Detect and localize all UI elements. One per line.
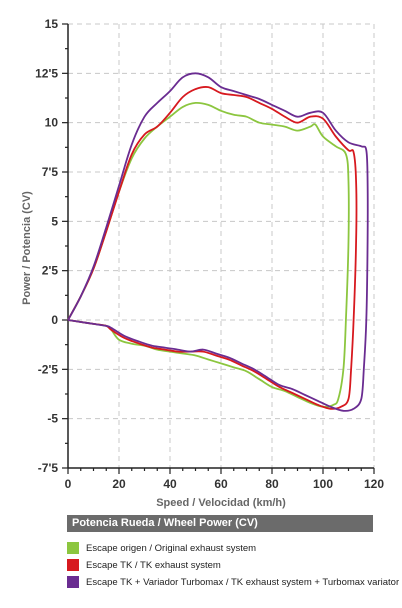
- tick-labels: -7'5 -5 -2'5 0 2'5 5 7'5 10 12'5 15 0 20 40 60 80 100 12…: [35, 17, 384, 491]
- y-tick-label: 0: [51, 313, 58, 327]
- x-axis-title: Speed / Velocidad (km/h): [156, 497, 286, 509]
- legend-label-original: Escape origen / Original exhaust system: [86, 542, 257, 554]
- series-lines: [67, 72, 369, 412]
- y-tick-label: 2'5: [42, 264, 59, 278]
- y-tick-label: 10: [45, 116, 59, 130]
- legend-swatch-red: [67, 559, 79, 571]
- grid-lines: [68, 23, 375, 469]
- y-tick-label: 15: [45, 17, 59, 31]
- legend-item-tk-turbomax: Escape TK + Variador Turbomax / TK exhau…: [67, 575, 399, 589]
- axes: [62, 23, 375, 474]
- x-tick-label: 40: [163, 477, 177, 491]
- x-tick-label: 0: [65, 477, 72, 491]
- y-tick-label: 12'5: [35, 66, 58, 80]
- y-axis-title: Power / Potencia (CV): [21, 191, 33, 305]
- y-tick-label: -7'5: [38, 461, 59, 475]
- series-tk: [67, 86, 358, 410]
- x-tick-label: 20: [112, 477, 126, 491]
- legend-label-tk-turbomax: Escape TK + Variador Turbomax / TK exhau…: [86, 576, 400, 588]
- y-tick-label: -5: [47, 412, 58, 426]
- x-tick-label: 80: [265, 477, 279, 491]
- legend-swatch-green: [67, 542, 79, 554]
- x-tick-label: 120: [364, 477, 384, 491]
- power-speed-chart: -7'5 -5 -2'5 0 2'5 5 7'5 10 12'5 15 0 20 40 60 80 100 12…: [21, 17, 384, 509]
- series-original: [67, 101, 350, 408]
- x-tick-label: 100: [313, 477, 333, 491]
- x-tick-label: 60: [214, 477, 228, 491]
- series-tk-turbomax: [67, 72, 369, 412]
- legend-item-tk: Escape TK / TK exhaust system: [67, 558, 221, 572]
- y-tick-label: 5: [51, 214, 58, 228]
- legend-header: Potencia Rueda / Wheel Power (CV): [67, 515, 373, 532]
- legend-item-original: Escape origen / Original exhaust system: [67, 541, 256, 555]
- legend-swatch-purple: [67, 576, 79, 588]
- y-tick-label: -2'5: [38, 362, 59, 376]
- y-tick-label: 7'5: [42, 165, 59, 179]
- legend-label-tk: Escape TK / TK exhaust system: [86, 559, 221, 571]
